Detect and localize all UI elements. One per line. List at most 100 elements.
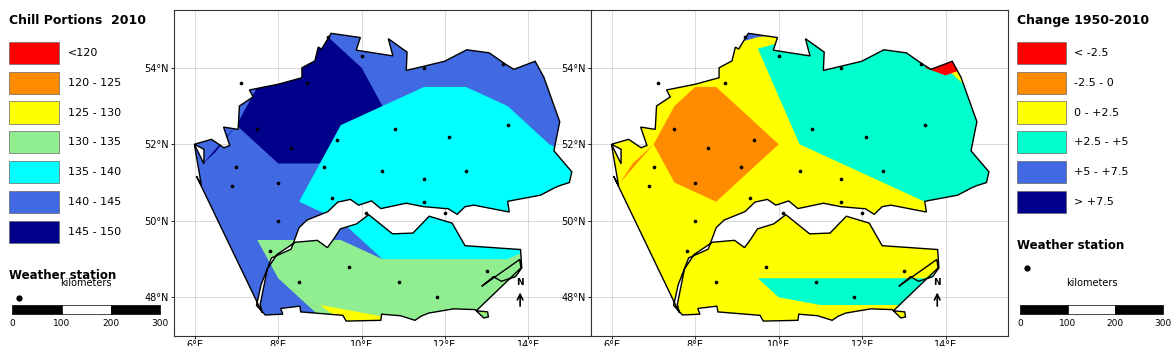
Text: -2.5 - 0: -2.5 - 0 [1074,78,1114,88]
Text: 0 - +2.5: 0 - +2.5 [1074,108,1119,118]
FancyBboxPatch shape [9,72,60,94]
Point [248,126,267,132]
Point [857,134,875,139]
Point [477,268,496,273]
Text: 300: 300 [152,319,169,328]
FancyBboxPatch shape [1115,305,1163,314]
FancyBboxPatch shape [9,101,60,124]
Point [686,180,705,185]
Point [665,126,684,132]
Point [223,184,242,189]
Point [494,61,512,67]
FancyBboxPatch shape [13,305,62,314]
Point [340,264,358,270]
PathPatch shape [437,317,478,332]
Point [281,145,300,151]
Point [894,268,913,273]
Point [269,218,288,224]
Text: <120: <120 [68,48,99,58]
Point [832,65,851,71]
Text: N: N [516,277,524,286]
FancyBboxPatch shape [9,221,60,243]
Point [415,176,434,182]
Point [845,294,864,300]
FancyBboxPatch shape [9,191,60,213]
Text: 125 - 130: 125 - 130 [68,108,121,118]
Text: 100: 100 [1059,319,1076,328]
Text: < -2.5: < -2.5 [1074,48,1108,58]
Point [915,122,934,128]
FancyBboxPatch shape [1018,42,1066,64]
Point [323,195,342,201]
Text: Change 1950-2010: Change 1950-2010 [1018,13,1149,27]
FancyBboxPatch shape [9,161,60,183]
Point [498,122,517,128]
Text: 0: 0 [1018,319,1023,328]
FancyBboxPatch shape [1018,161,1066,183]
Point [390,279,409,285]
PathPatch shape [298,87,591,297]
PathPatch shape [799,278,1008,328]
Point [706,279,725,285]
Point [716,80,734,86]
Point [415,65,434,71]
Text: kilometers: kilometers [1066,279,1117,289]
Text: 130 - 135: 130 - 135 [68,137,121,147]
PathPatch shape [758,29,1008,221]
Text: +5 - +7.5: +5 - +7.5 [1074,167,1128,177]
Point [352,54,371,59]
FancyBboxPatch shape [1020,305,1068,314]
Point [803,126,821,132]
Text: N: N [933,277,941,286]
Text: kilometers: kilometers [61,279,112,289]
Point [832,176,851,182]
Point [318,34,337,40]
Point [832,199,851,204]
Point [644,164,663,170]
Point [911,61,929,67]
Point [790,168,808,174]
FancyBboxPatch shape [1068,305,1115,314]
Point [269,180,288,185]
Point [385,126,404,132]
Text: 200: 200 [102,319,120,328]
Point [874,168,893,174]
PathPatch shape [194,33,572,321]
FancyBboxPatch shape [9,42,60,64]
Point [678,249,697,254]
FancyBboxPatch shape [1018,101,1066,124]
PathPatch shape [320,305,521,324]
Text: 200: 200 [1107,319,1124,328]
Text: 145 - 150: 145 - 150 [68,227,121,237]
Point [456,168,475,174]
Point [732,164,751,170]
FancyBboxPatch shape [1018,72,1066,94]
Text: Chill Portions  2010: Chill Portions 2010 [9,13,146,27]
PathPatch shape [611,33,989,321]
Text: Weather station: Weather station [1018,239,1124,252]
Point [649,80,667,86]
Text: 0: 0 [9,319,15,328]
PathPatch shape [758,240,1008,305]
FancyBboxPatch shape [62,305,110,314]
PathPatch shape [925,60,966,75]
Point [289,279,308,285]
Point [698,145,717,151]
FancyBboxPatch shape [1018,191,1066,213]
Point [640,184,659,189]
Point [757,264,776,270]
PathPatch shape [716,29,1008,125]
Point [372,168,391,174]
Point [315,164,334,170]
Point [436,210,455,216]
PathPatch shape [203,29,382,163]
Text: 300: 300 [1154,319,1171,328]
Point [356,210,375,216]
Point [428,294,446,300]
Point [686,218,705,224]
Point [227,164,246,170]
FancyBboxPatch shape [110,305,160,314]
Text: 140 - 145: 140 - 145 [68,197,121,207]
Point [770,54,788,59]
FancyBboxPatch shape [1018,131,1066,154]
